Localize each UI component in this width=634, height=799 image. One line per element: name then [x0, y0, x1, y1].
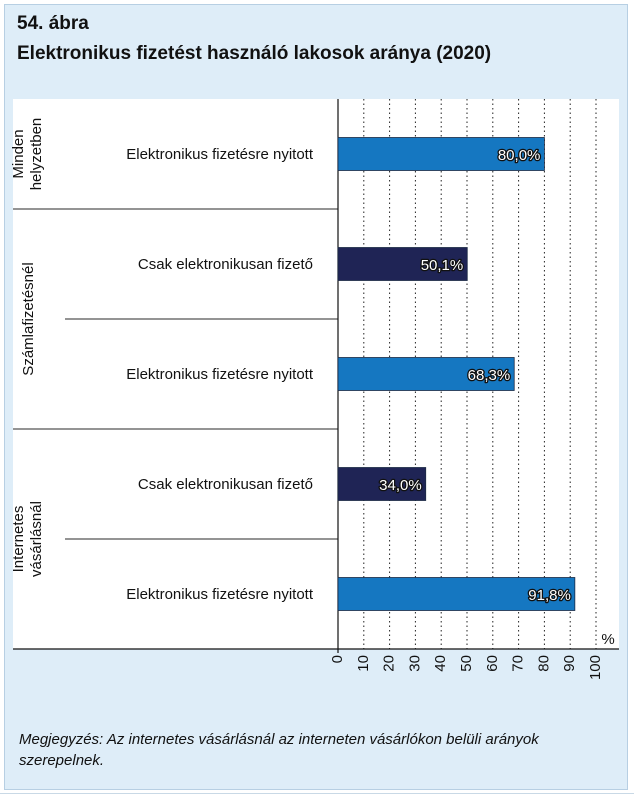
group-label: vásárlásnál: [28, 501, 45, 577]
x-tick-label: 0: [329, 655, 346, 663]
bar: [337, 357, 515, 391]
x-tick-label: 100: [587, 655, 604, 680]
category-label: Csak elektronikusan fizető: [138, 476, 313, 493]
figure-number: 54. ábra: [17, 13, 89, 34]
x-tick-label: 50: [458, 655, 475, 672]
x-tick-label: 70: [510, 655, 527, 672]
value-label: 68,3%: [468, 367, 511, 384]
x-axis-unit-label: %: [601, 631, 614, 648]
group-label: Minden: [10, 129, 27, 178]
x-tick-label: 20: [381, 655, 398, 672]
category-label: Elektronikus fizetésre nyitott: [126, 146, 314, 163]
plot-area: [13, 99, 619, 649]
group-label: helyzetben: [28, 118, 45, 191]
value-label: 91,8%: [528, 587, 571, 604]
x-tick-label: 10: [355, 655, 372, 672]
bar: [337, 137, 545, 171]
figure-panel: 54. ábra Elektronikus fizetést használó …: [4, 4, 628, 790]
value-label: 80,0%: [498, 147, 541, 164]
category-label: Elektronikus fizetésre nyitott: [126, 366, 314, 383]
figure-note: Megjegyzés: Az internetes vásárlásnál az…: [19, 731, 539, 769]
bar: [337, 577, 576, 611]
group-label: Internetes: [10, 506, 27, 573]
bar-chart: Elektronikus fizetésre nyitott 80,0% Csak …: [10, 99, 619, 680]
x-tick-label: 60: [484, 655, 501, 672]
x-tick-label: 30: [406, 655, 423, 672]
x-tick-label: 90: [561, 655, 578, 672]
bottom-divider: [0, 793, 634, 794]
value-label: 50,1%: [421, 257, 464, 274]
x-tick-label: 40: [432, 655, 449, 672]
x-tick-label: 80: [535, 655, 552, 672]
figure-title: Elektronikus fizetést használó lakosok a…: [17, 43, 492, 64]
group-label: Számlafizetésnél: [20, 262, 37, 375]
value-label: 34,0%: [379, 477, 422, 494]
bar: [337, 467, 427, 501]
category-label: Csak elektronikusan fizető: [138, 256, 313, 273]
category-label: Elektronikus fizetésre nyitott: [126, 586, 314, 603]
bar: [337, 247, 468, 281]
